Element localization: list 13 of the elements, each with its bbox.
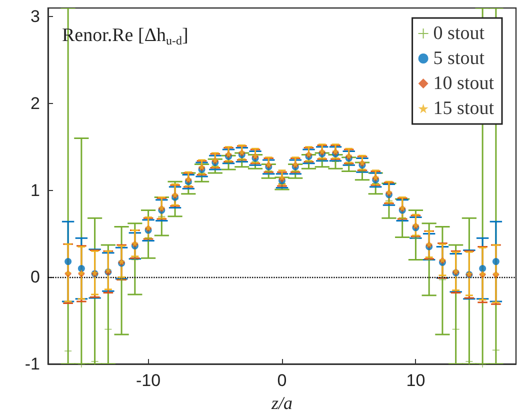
legend-label: 15 stout bbox=[433, 98, 495, 119]
legend-label: 0 stout bbox=[433, 23, 486, 44]
y-tick-label: -1 bbox=[24, 354, 40, 374]
x-tick-label: 10 bbox=[406, 371, 426, 390]
x-tick-label: 0 bbox=[277, 371, 287, 390]
x-tick-label: -10 bbox=[136, 371, 161, 390]
legend-label: 5 stout bbox=[433, 48, 486, 69]
y-tick-label: 2 bbox=[30, 94, 40, 114]
y-tick-label: 1 bbox=[30, 180, 40, 200]
legend-label: 10 stout bbox=[433, 73, 495, 94]
y-tick-label: 0 bbox=[30, 268, 40, 287]
y-tick-label: 3 bbox=[30, 7, 40, 26]
x-axis-title: z/a bbox=[270, 393, 293, 413]
